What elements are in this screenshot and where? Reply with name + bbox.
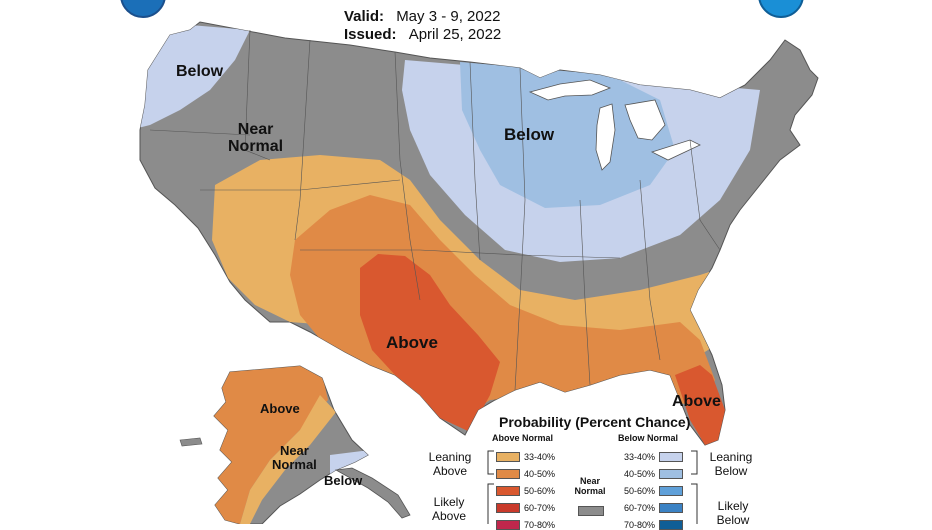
label-below-west: Below bbox=[176, 63, 224, 80]
issued-value: April 25, 2022 bbox=[408, 26, 502, 43]
below-legend-item: 33-40% bbox=[624, 452, 684, 462]
alaska-above-40-50-region bbox=[214, 366, 328, 524]
above-legend-item: 33-40% bbox=[496, 452, 555, 462]
below-swatch bbox=[659, 503, 684, 513]
above-legend-label: 50-60% bbox=[524, 486, 556, 496]
above-swatch bbox=[496, 503, 520, 513]
north-below-core-region bbox=[460, 62, 675, 208]
above-swatch bbox=[496, 452, 520, 462]
below-swatch bbox=[659, 486, 684, 496]
likely-below-label: Likely Below bbox=[716, 499, 750, 527]
near-normal-swatch bbox=[578, 506, 604, 516]
below-swatch bbox=[659, 452, 684, 462]
near-normal-legend-label: Near Normal bbox=[574, 476, 606, 497]
valid-dates: Valid: May 3 - 9, 2022 bbox=[344, 8, 500, 25]
leaning-above-label: Leaning Above bbox=[428, 450, 472, 478]
alaska-above-33-40-region bbox=[240, 395, 336, 524]
below-swatch bbox=[659, 469, 684, 479]
likely-above-label: Likely Above bbox=[431, 495, 467, 523]
above-swatch bbox=[496, 469, 520, 479]
above-legend-label: 70-80% bbox=[524, 520, 556, 530]
legend-title: Probability (Percent Chance) bbox=[499, 414, 691, 430]
below-normal-header: Below Normal bbox=[618, 433, 679, 443]
below-legend-item: 50-60% bbox=[624, 486, 684, 496]
above-legend-item: 50-60% bbox=[496, 486, 555, 496]
conus-map bbox=[139, 21, 819, 446]
above-legend-item: 60-70% bbox=[496, 503, 555, 513]
valid-value: May 3 - 9, 2022 bbox=[396, 8, 501, 25]
issued-label: Issued: bbox=[344, 26, 397, 43]
leaning-below-label: Leaning Below bbox=[709, 450, 753, 478]
lake-erie bbox=[650, 139, 701, 161]
state-boundaries bbox=[149, 29, 721, 391]
above-50-60-texas-region bbox=[360, 254, 500, 432]
lake-huron bbox=[624, 99, 666, 141]
above-legend-label: 40-50% bbox=[524, 469, 556, 479]
lake-michigan bbox=[595, 103, 616, 171]
above-normal-header: Above Normal bbox=[492, 433, 554, 443]
above-swatch bbox=[496, 486, 520, 496]
label-above-south: Above bbox=[386, 333, 438, 352]
alaska-map bbox=[179, 365, 411, 524]
aleutian-island bbox=[179, 437, 203, 447]
alaska-panhandle bbox=[334, 467, 411, 519]
below-legend-label: 50-60% bbox=[624, 486, 656, 496]
below-legend-item: 60-70% bbox=[624, 503, 684, 513]
below-legend-label: 70-80% bbox=[624, 520, 656, 530]
above-bracket bbox=[487, 450, 494, 524]
label-below-north: Below bbox=[504, 125, 555, 144]
below-legend-item: 40-50% bbox=[624, 469, 684, 479]
label-near-normal-west: Near Normal bbox=[228, 121, 284, 155]
above-legend-label: 60-70% bbox=[524, 503, 556, 513]
label-alaska-above: Above bbox=[260, 401, 300, 416]
label-alaska-near-normal: Near Normal bbox=[272, 443, 317, 472]
below-swatch bbox=[659, 520, 684, 530]
above-legend-label: 33-40% bbox=[524, 452, 556, 462]
below-legend-item: 70-80% bbox=[624, 520, 684, 530]
above-swatch bbox=[496, 520, 520, 530]
above-legend-item: 40-50% bbox=[496, 469, 555, 479]
issued-date: Issued: April 25, 2022 bbox=[344, 26, 501, 43]
lake-superior bbox=[528, 79, 612, 101]
valid-label: Valid: bbox=[344, 8, 385, 25]
label-alaska-below: Below bbox=[324, 473, 363, 488]
below-bracket bbox=[691, 450, 698, 524]
label-above-florida: Above bbox=[672, 393, 721, 410]
above-legend-item: 70-80% bbox=[496, 520, 555, 530]
below-legend-label: 33-40% bbox=[624, 452, 656, 462]
below-legend-label: 60-70% bbox=[624, 503, 656, 513]
below-legend-label: 40-50% bbox=[624, 469, 656, 479]
above-50-60-florida-region bbox=[675, 365, 725, 445]
